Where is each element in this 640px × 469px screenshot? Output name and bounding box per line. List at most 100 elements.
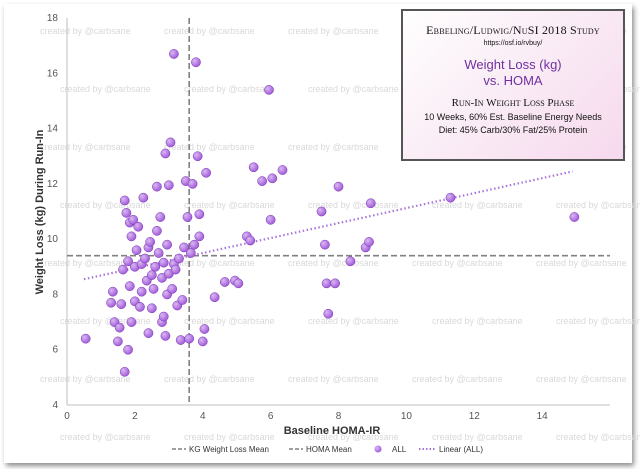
watermark-text: created by @carbsane [288, 26, 379, 36]
data-point [182, 212, 193, 222]
data-point [169, 49, 179, 59]
x-tick-label: 2 [132, 411, 138, 422]
data-point [145, 237, 155, 247]
data-point [118, 264, 128, 275]
data-point [158, 257, 169, 268]
y-tick-label: 14 [47, 124, 59, 135]
data-point [146, 270, 157, 280]
data-point [364, 237, 374, 247]
data-point [128, 214, 139, 225]
watermark-text: created by @carbsane [556, 316, 640, 326]
y-tick-label: 6 [52, 345, 58, 356]
trendline-layer [83, 170, 573, 281]
watermark-text: created by @carbsane [556, 432, 640, 442]
data-point [80, 333, 91, 344]
data-point [277, 165, 288, 175]
info-line2: Diet: 45% Carb/30% Fat/25% Protein [438, 125, 588, 135]
watermark-text: created by @carbsane [432, 316, 523, 326]
watermark-text: created by @carbsane [288, 258, 379, 268]
info-title: Ebbeling/Ludwig/NuSI 2018 Study [426, 23, 600, 37]
watermark-text: created by @carbsane [164, 258, 255, 268]
watermark-text: created by @carbsane [40, 142, 131, 152]
data-point [194, 231, 205, 242]
axes: 4 6 8 10 12 14 16 18 0 2 4 6 8 10 12 14 [47, 13, 610, 422]
data-point [155, 212, 166, 222]
legend-linear-label: Linear (ALL) [439, 445, 483, 454]
info-box: Ebbeling/Ludwig/NuSI 2018 Study https://… [401, 9, 625, 161]
data-point [197, 336, 208, 347]
watermark-text: created by @carbsane [164, 26, 255, 36]
watermark-text: created by @carbsane [556, 200, 640, 210]
watermark-text: created by @carbsane [184, 84, 275, 94]
y-tick-label: 4 [52, 400, 58, 411]
data-point [133, 221, 144, 232]
data-point [119, 195, 130, 206]
data-point [107, 286, 118, 297]
data-point [267, 173, 278, 184]
watermark-text: created by @carbsane [412, 374, 503, 384]
data-point [162, 239, 172, 250]
x-tick-label: 10 [401, 411, 413, 422]
data-point [167, 284, 178, 294]
x-tick-label: 14 [537, 411, 549, 422]
data-points [80, 49, 580, 377]
watermark-text: created by @carbsane [164, 142, 255, 152]
data-point [330, 278, 340, 289]
data-point [189, 239, 200, 250]
data-point [186, 248, 196, 258]
data-point [233, 278, 244, 289]
info-link[interactable]: https://osf.io/rvbuy/ [483, 40, 543, 47]
data-point [316, 206, 327, 217]
data-point [174, 253, 184, 264]
watermark-text: created by @carbsane [288, 142, 379, 152]
data-point [106, 297, 116, 308]
data-point [177, 295, 188, 305]
info-subtitle-line2: vs. HOMA [483, 73, 543, 88]
data-point [123, 256, 133, 267]
data-point [119, 366, 130, 377]
x-tick-label: 0 [64, 411, 70, 422]
y-tick-label: 12 [47, 179, 59, 190]
y-tick-label: 10 [47, 234, 59, 245]
legend-homa-mean-label: HOMA Mean [306, 445, 352, 454]
data-point [569, 212, 580, 222]
watermark-text: created by @carbsane [288, 374, 379, 384]
data-point [114, 322, 125, 333]
data-point [121, 208, 132, 218]
data-point [345, 256, 356, 267]
watermark-text: created by @carbsane [40, 258, 131, 268]
data-point [320, 239, 330, 250]
data-point [219, 277, 230, 287]
data-point [163, 180, 174, 191]
data-point [138, 192, 149, 203]
x-tick-label: 12 [469, 411, 481, 422]
data-point [321, 278, 332, 289]
watermark-text: created by @carbsane [40, 26, 131, 36]
watermark-text: created by @carbsane [184, 200, 275, 210]
data-point [165, 137, 176, 148]
watermark-text: created by @carbsane [60, 432, 151, 442]
watermark-text: created by @carbsane [60, 316, 151, 326]
data-point [158, 311, 169, 322]
watermark-text: created by @carbsane [432, 200, 523, 210]
watermark-text: created by @carbsane [60, 84, 151, 94]
legend-weight-mean-label: KG Weight Loss Mean [189, 445, 269, 454]
watermark-text: created by @carbsane [412, 258, 503, 268]
linear-trendline [83, 170, 573, 281]
watermark-text: created by @carbsane [308, 432, 399, 442]
legend: KG Weight Loss Mean HOMA Mean ALL Linear… [172, 445, 483, 454]
data-point [152, 181, 162, 192]
axis-labels: Baseline HOMA-IR Weight Loss (kg) During… [34, 129, 380, 437]
data-point [124, 281, 135, 291]
data-point [135, 302, 145, 312]
y-tick-label: 8 [52, 289, 58, 300]
watermark-text: created by @carbsane [536, 374, 627, 384]
x-tick-label: 6 [268, 411, 274, 422]
data-point [123, 344, 133, 355]
y-tick-label: 16 [47, 68, 59, 79]
data-point [333, 181, 344, 192]
data-point [126, 231, 137, 242]
data-point [160, 331, 171, 341]
data-point [136, 286, 147, 297]
